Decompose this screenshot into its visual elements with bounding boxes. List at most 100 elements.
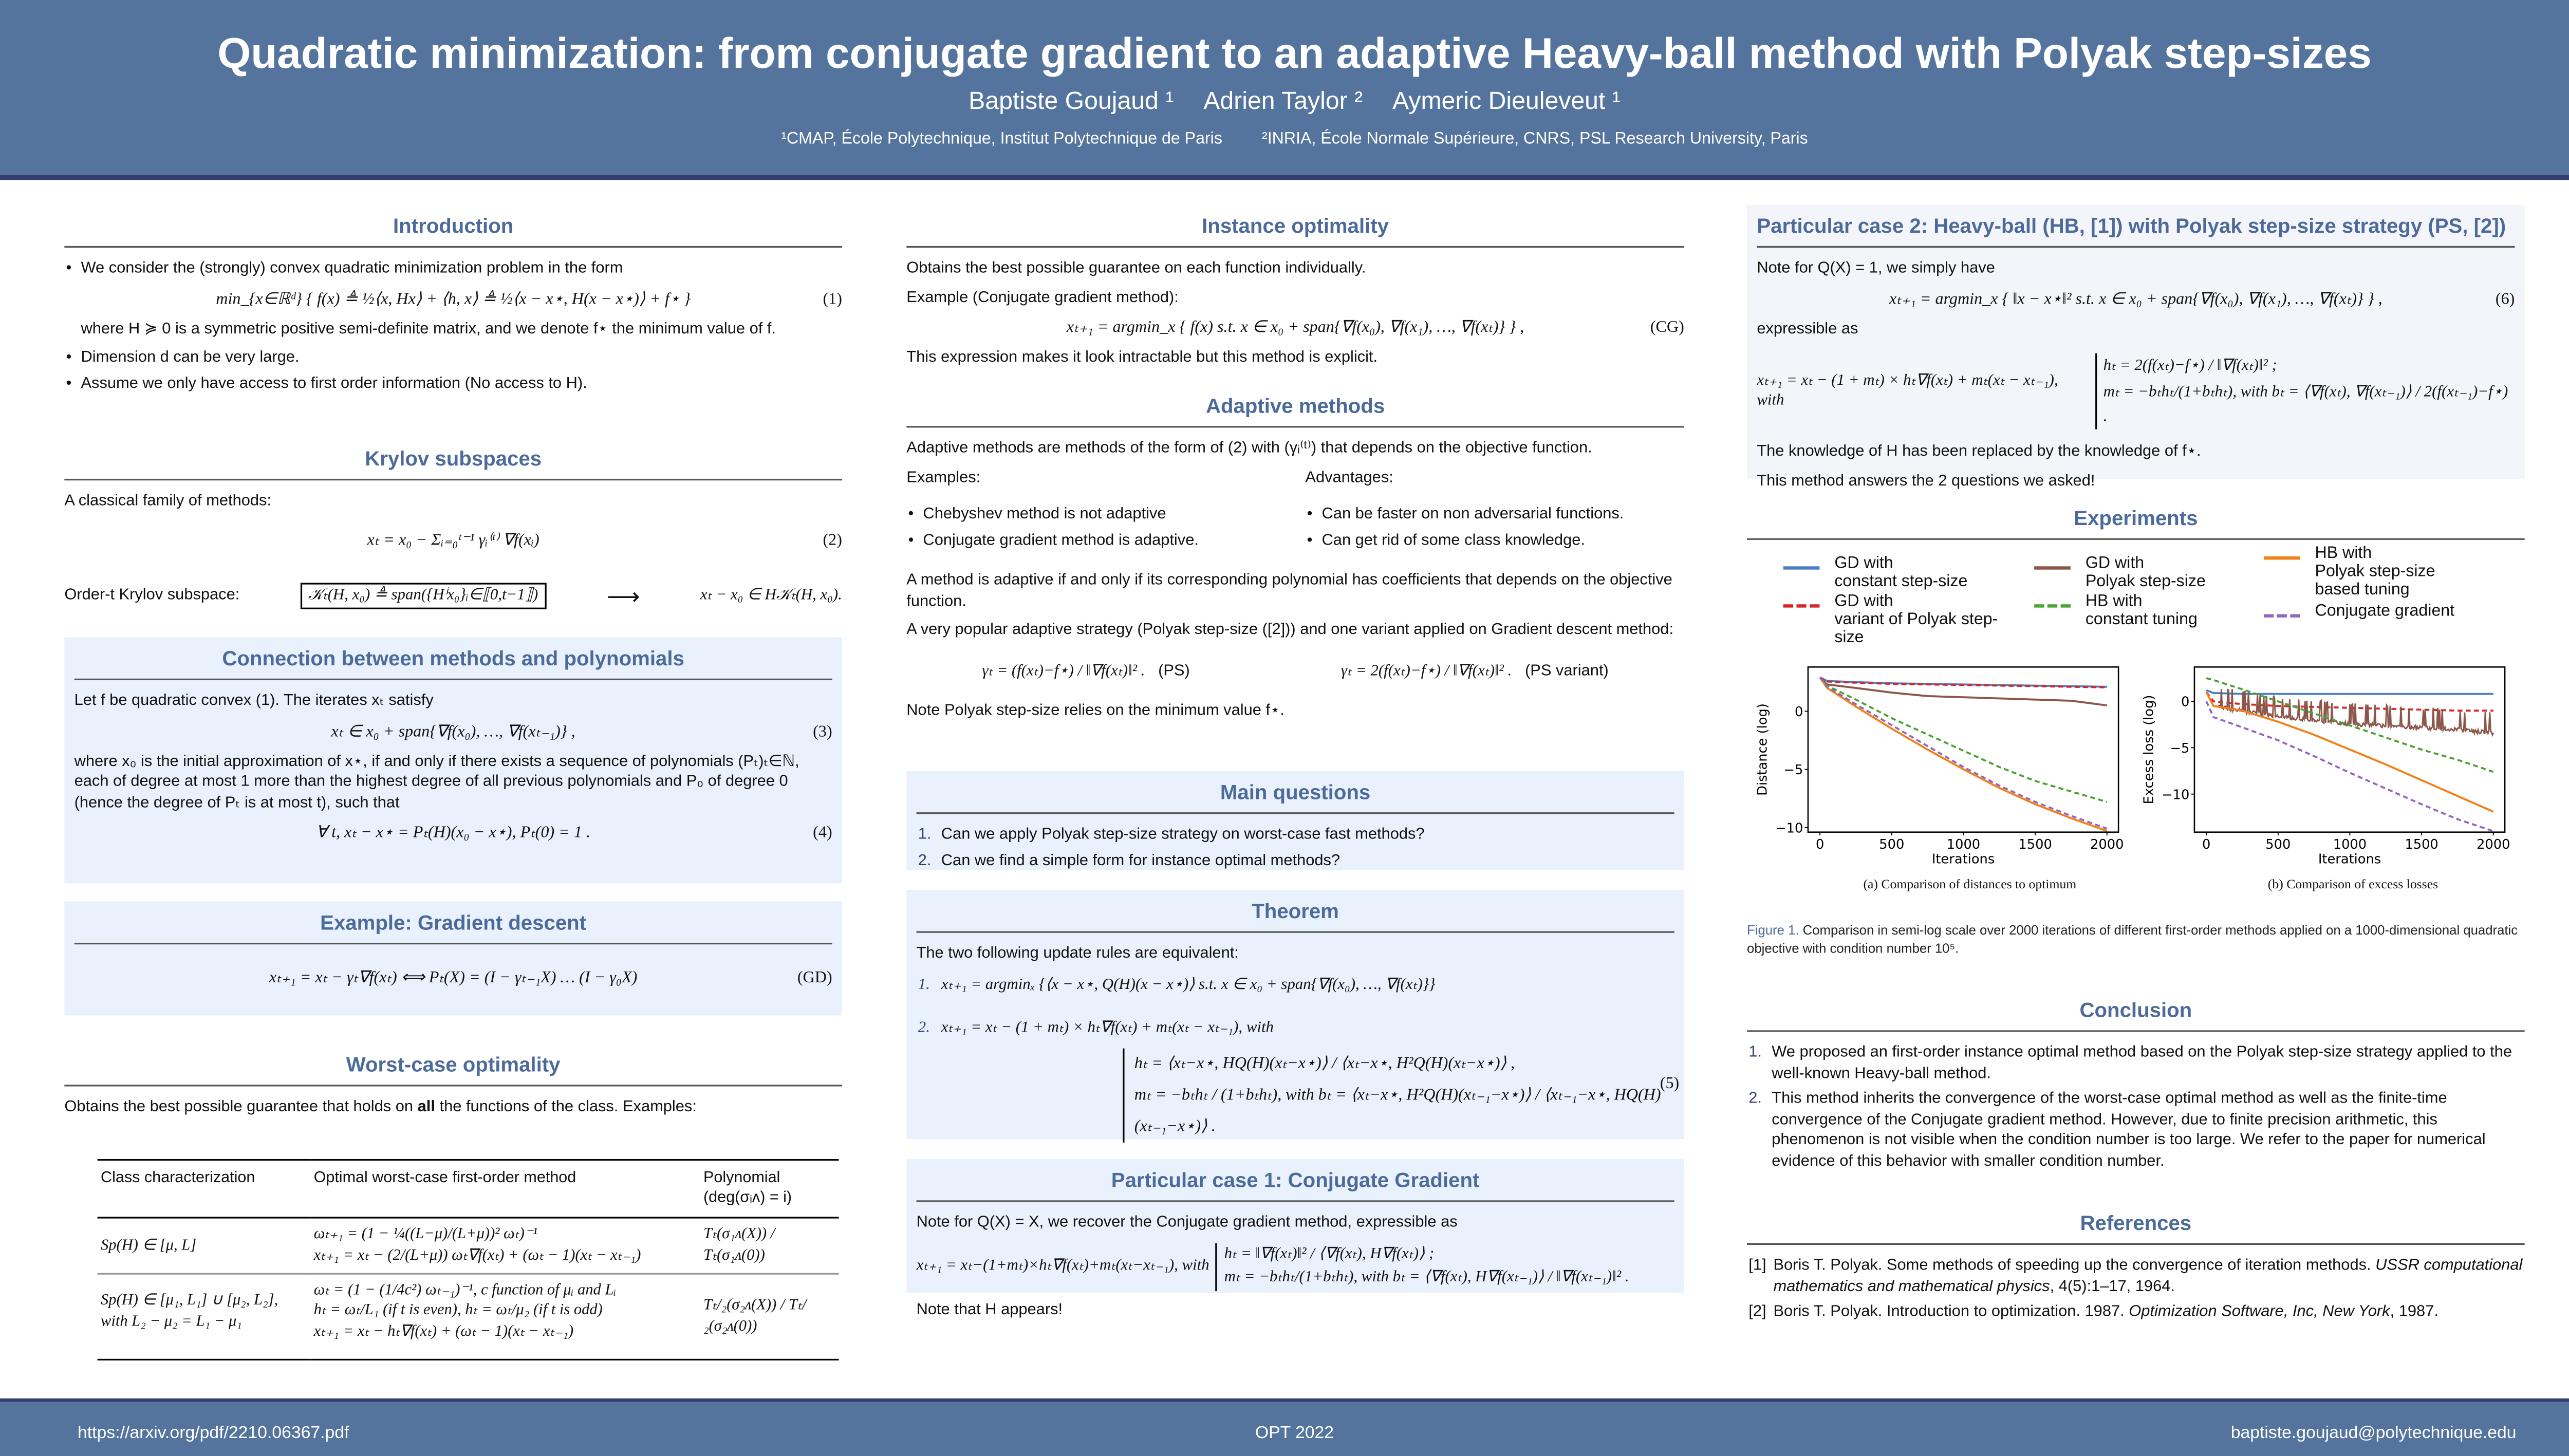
list-item: Assume we only have access to first orde… (64, 374, 842, 396)
series-line (1819, 677, 2108, 830)
section-title: Instance optimality (906, 204, 1684, 248)
paragraph: A very popular adaptive strategy (Polyak… (906, 621, 1674, 639)
list-item: Conjugate gradient method is adaptive. (906, 531, 1286, 553)
x-tick-label: 500 (1879, 837, 1904, 852)
paragraph: Example (Conjugate gradient method): (906, 288, 1179, 307)
equation-3: xₜ ∈ x₀ + span{∇f(x₀), …, ∇f(xₜ₋₁)} , (3) (331, 722, 832, 741)
subcaption-a: (a) Comparison of distances to optimum (1863, 876, 2077, 892)
reference-item: [2] Boris T. Polyak. Introduction to opti… (1748, 1303, 2438, 1321)
legend-label: GD with Polyak step-size (2085, 554, 2206, 591)
section-title: References (1747, 1202, 2525, 1245)
x-tick-label: 2000 (2477, 837, 2510, 852)
paragraph: A method is adaptive if and only if its … (906, 571, 1672, 610)
series-line (1819, 677, 2108, 706)
legend-label: GD with constant step-size (1834, 554, 1968, 591)
affiliation: ²INRIA, École Normale Supérieure, CNRS, … (1262, 130, 1808, 149)
y-tick-label: 0 (1795, 704, 1803, 720)
legend-swatch (2263, 556, 2300, 560)
list-item: We consider the (strongly) convex quadra… (64, 259, 842, 281)
legend-swatch (2034, 566, 2071, 570)
paragraph: The two following update rules are equiv… (916, 945, 1239, 963)
list-item: 2. Can we find a simple form for instance… (918, 851, 1341, 870)
section-title: Connection between methods and polynomia… (74, 637, 832, 681)
section-title: Particular case 2: Heavy-ball (HB, [1]) … (1757, 204, 2515, 248)
section-case-2: Particular case 2: Heavy-ball (HB, [1]) … (1747, 204, 2525, 490)
author: Baptiste Goujaud ¹ (969, 87, 1174, 116)
equation-case-2: xₜ₊₁ = xₜ − (1 + mₜ) × hₜ∇f(xₜ) + mₜ(xₜ … (1757, 353, 2515, 430)
equation-5: hₜ = ⟨xₜ−x⋆, HQ(H)(xₜ−x⋆)⟩ / ⟨xₜ−x⋆, H²Q… (1123, 1048, 1679, 1142)
paragraph: where x₀ is the initial approximation of… (74, 752, 799, 812)
series-line (1819, 677, 2108, 832)
section-title: Introduction (64, 204, 842, 248)
list-item: 1. xₜ₊₁ = argminₓ {⟨x − x⋆, Q(H)(x − x⋆)⟩… (918, 975, 1436, 994)
author: Adrien Taylor ² (1203, 87, 1363, 116)
paragraph: The knowledge of H has been replaced by … (1757, 442, 2201, 461)
krylov-definition: 𝒦ₜ(H, x₀) ≜ span({Hⁱx₀}ᵢ∈⟦0,t−1⟧) (300, 582, 547, 609)
header-divider (0, 175, 2569, 180)
x-axis-label: Iterations (2318, 852, 2381, 867)
label: Examples: (906, 468, 981, 487)
section-title: Adaptive methods (906, 385, 1684, 428)
label: Order-t Krylov subspace: (64, 585, 240, 604)
equation-4: ∀ t, xₜ − x⋆ = Pₜ(H)(x₀ − x⋆), Pₜ(0) = 1… (316, 824, 832, 843)
section-adaptive-methods: Adaptive methods Adaptive methods are me… (906, 385, 1684, 731)
y-axis-label: Distance (log) (1755, 703, 1771, 796)
list-item: Can get rid of some class knowledge. (1305, 531, 1684, 553)
section-title: Krylov subspaces (64, 438, 842, 481)
equation-case-1: xₜ₊₁ = xₜ−(1+mₜ)×hₜ∇f(xₜ)+mₜ(xₜ−xₜ₋₁), w… (917, 1242, 1674, 1291)
list-item: 1. We proposed an first-order instance op… (1748, 1043, 2512, 1083)
paragraph: A classical family of methods: (64, 492, 272, 511)
list-item: 1. Can we apply Polyak step-size strategy… (918, 826, 1425, 844)
polyak-equations: γₜ = (f(xₜ)−f⋆) / ‖∇f(xₜ)‖² . (PS) γₜ = … (982, 661, 1609, 680)
y-tick-label: −5 (2170, 741, 2189, 756)
paper-link[interactable]: https://arxiv.org/pdf/2210.06367.pdf (78, 1423, 349, 1443)
authors: Baptiste Goujaud ¹ Adrien Taylor ² Aymeric… (0, 86, 2569, 118)
section-references: References [1] Boris T. Polyak. Some meth… (1747, 1202, 2525, 1331)
arrow-icon: ⟶ (606, 582, 640, 609)
paragraph: Obtains the best possible guarantee that… (64, 1098, 697, 1117)
affiliation: ¹CMAP, École Polytechnique, Institut Pol… (781, 130, 1222, 149)
x-tick-label: 0 (1816, 837, 1824, 852)
table-row: Sp(H) ∈ [μ₁, L₁] ∪ [μ₂, L₂], with L₂ − μ… (97, 1274, 839, 1360)
equation-gd: xₜ₊₁ = xₜ − γₜ∇f(xₜ) ⟺ Pₜ(X) = (I − γₜ₋₁… (269, 969, 832, 988)
paragraph: Let f be quadratic convex (1). The itera… (74, 692, 434, 711)
section-title: Experiments (1747, 497, 2525, 540)
x-axis-label: Iterations (1932, 852, 1995, 867)
affiliations: ¹CMAP, École Polytechnique, Institut Pol… (0, 129, 2569, 151)
paragraph: Note that H appears! (916, 1300, 1063, 1319)
section-krylov: Krylov subspaces A classical family of m… (64, 438, 842, 611)
footer-divider (0, 1398, 2569, 1404)
reference-item: [1] Boris T. Polyak. Some methods of spee… (1748, 1257, 2523, 1296)
section-experiments: Experiments GD with constant step-size GD… (1747, 497, 2525, 976)
section-introduction: Introduction We consider the (strongly) … (64, 204, 842, 401)
series-line (2205, 688, 2494, 737)
y-tick-label: −10 (1775, 820, 1803, 836)
paragraph: Adaptive methods are methods of the form… (906, 439, 1592, 458)
krylov-inclusion: xₜ − x₀ ∈ H𝒦ₜ(H, x₀). (700, 585, 842, 604)
examples-advantages: Examples: Chebyshev method is not adapti… (906, 469, 1684, 558)
section-instance-optimality: Instance optimality Obtains the best pos… (906, 204, 1684, 377)
section-gradient-descent: Example: Gradient descent xₜ₊₁ = xₜ − γₜ… (64, 901, 842, 1016)
section-case-1: Particular case 1: Conjugate Gradient No… (906, 1159, 1684, 1318)
subcaption-b: (b) Comparison of excess losses (2267, 876, 2438, 892)
series-line (2205, 701, 2494, 832)
x-tick-label: 1500 (2405, 837, 2438, 852)
paragraph: Note for Q(X) = X, we recover the Conjug… (916, 1214, 1458, 1233)
author: Aymeric Dieuleveut ¹ (1392, 87, 1621, 116)
x-tick-label: 500 (2265, 837, 2291, 852)
legend-label: HB with Polyak step-size based tuning (2315, 545, 2435, 600)
list-item: 2. This method inherits the convergence o… (1748, 1090, 2486, 1170)
x-tick-label: 1000 (2333, 837, 2367, 852)
paragraph: Note Polyak step-size relies on the mini… (906, 701, 1284, 720)
equation-2: xₜ = x₀ − Σᵢ₌₀ᵗ⁻¹ γᵢ⁽ᵗ⁾ ∇f(xᵢ) (2) (367, 531, 842, 550)
experiments-chart: 0 500 1000 1500 2000 0 −5 −10 Iterations Distance… (1755, 666, 2510, 867)
paragraph: Note for Q(X) = 1, we simply have (1757, 259, 1995, 278)
table-row: Sp(H) ∈ [μ, L] ωₜ₊₁ = (1 − ¼((L−μ)/(L+μ)… (97, 1218, 839, 1274)
section-title: Particular case 1: Conjugate Gradient (916, 1159, 1674, 1203)
section-title: Example: Gradient descent (74, 902, 832, 945)
list-item: 2. xₜ₊₁ = xₜ − (1 + mₜ) × hₜ∇f(xₜ) + mₜ(x… (918, 1019, 1274, 1037)
y-axis-label: Excess loss (log) (2142, 695, 2157, 805)
email-link[interactable]: baptiste.goujaud@polytechnique.edu (2230, 1423, 2517, 1443)
section-theorem: Theorem The two following update rules a… (906, 890, 1684, 1142)
x-tick-label: 0 (2202, 837, 2210, 852)
